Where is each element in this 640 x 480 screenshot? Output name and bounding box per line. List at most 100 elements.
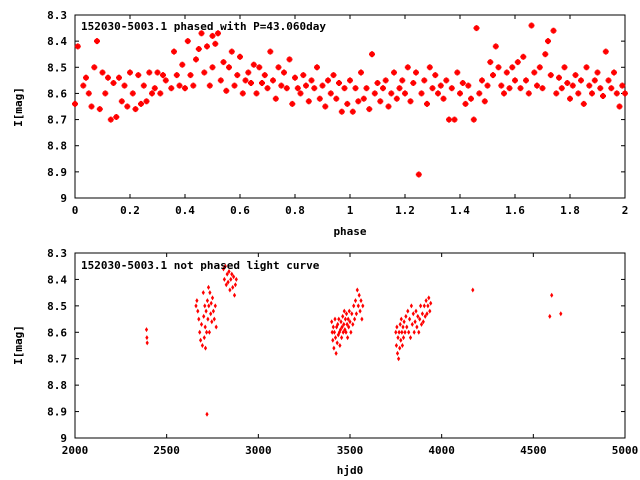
data-point: [469, 115, 478, 124]
data-point: [200, 343, 204, 348]
data-point: [412, 68, 420, 77]
data-point: [593, 68, 602, 77]
data-point: [343, 99, 352, 108]
data-point: [197, 316, 201, 322]
data-point: [376, 97, 385, 106]
data-point: [407, 329, 411, 335]
y-tick-label: 8.9: [47, 166, 67, 179]
data-point: [439, 94, 448, 103]
x-tick-label: 2500: [153, 444, 180, 457]
data-point: [203, 324, 207, 330]
data-point: [427, 295, 431, 301]
data-point: [181, 84, 189, 93]
data-point: [549, 26, 558, 35]
data-point: [404, 313, 408, 319]
data-point: [373, 79, 382, 87]
data-point: [417, 329, 421, 335]
data-point: [362, 84, 371, 93]
data-point: [304, 97, 313, 106]
data-point: [106, 115, 115, 124]
data-point: [189, 81, 198, 90]
data-point: [178, 60, 187, 69]
data-point: [511, 76, 519, 85]
x-tick-label: 4000: [428, 444, 455, 457]
data-point: [408, 316, 412, 322]
data-point: [112, 113, 121, 121]
data-point: [414, 308, 418, 314]
data-point: [458, 79, 467, 87]
data-point: [370, 89, 379, 98]
data-point: [559, 311, 563, 317]
data-point: [403, 63, 412, 72]
data-point: [615, 102, 624, 111]
data-point: [505, 84, 514, 93]
data-point: [408, 335, 413, 341]
data-point: [599, 92, 607, 100]
y-tick-label: 9: [60, 192, 67, 205]
data-point: [406, 97, 415, 106]
data-point: [397, 356, 401, 362]
data-point: [324, 76, 332, 85]
data-point: [585, 81, 594, 90]
data-point: [604, 76, 613, 85]
y-axis-label: I[mag]: [12, 87, 25, 127]
points-phased: [71, 21, 629, 179]
data-point: [241, 76, 250, 85]
data-point: [249, 60, 258, 69]
data-point: [142, 97, 151, 106]
data-point: [150, 84, 159, 93]
data-point: [348, 107, 357, 116]
data-point: [494, 63, 503, 72]
data-point: [82, 73, 90, 82]
data-point: [398, 345, 402, 351]
data-point: [333, 316, 337, 322]
data-point: [73, 42, 82, 51]
data-point: [211, 39, 220, 48]
data-point: [101, 89, 110, 98]
data-point: [120, 81, 129, 90]
data-point: [368, 50, 376, 59]
data-point: [346, 335, 350, 341]
data-point: [199, 337, 203, 343]
data-point: [359, 94, 368, 103]
data-point: [302, 81, 310, 90]
data-point: [361, 303, 365, 309]
data-point: [313, 63, 321, 72]
data-point: [513, 58, 522, 67]
data-point: [192, 55, 200, 64]
data-point: [285, 55, 294, 64]
data-point: [335, 340, 339, 346]
data-point: [232, 292, 237, 298]
data-point: [621, 89, 629, 98]
data-point: [214, 324, 218, 330]
data-point: [203, 303, 207, 309]
y-tick-label: 8.8: [47, 379, 67, 392]
data-point: [229, 276, 233, 282]
data-point: [210, 295, 215, 301]
data-point: [502, 68, 511, 77]
data-point: [337, 316, 341, 322]
data-point: [238, 89, 247, 98]
data-point: [426, 303, 430, 309]
data-point: [392, 94, 401, 103]
data-point: [349, 329, 353, 335]
data-point: [310, 84, 319, 93]
data-point: [307, 76, 316, 85]
data-point: [208, 63, 217, 72]
data-point: [148, 89, 156, 98]
data-point: [332, 329, 336, 335]
x-tick-label: 1.2: [395, 204, 415, 217]
data-point: [423, 99, 431, 108]
data-point: [269, 76, 277, 85]
x-tick-label: 1.4: [450, 204, 470, 217]
data-point: [397, 329, 401, 335]
x-tick-label: 2000: [62, 444, 89, 457]
data-point: [126, 68, 134, 77]
data-point: [208, 290, 212, 296]
data-point: [428, 308, 432, 314]
data-point: [390, 68, 398, 77]
data-point: [234, 276, 238, 282]
data-point: [400, 329, 404, 335]
data-point: [533, 81, 541, 90]
